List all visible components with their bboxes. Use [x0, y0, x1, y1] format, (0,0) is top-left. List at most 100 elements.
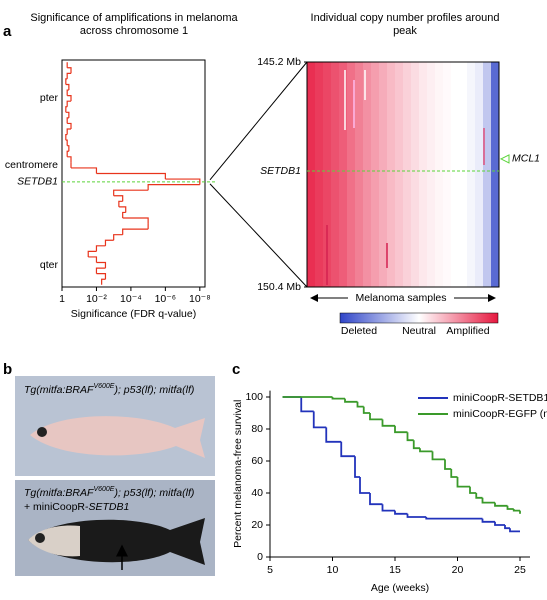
fish-eye — [35, 533, 45, 543]
survival-step — [394, 425, 408, 434]
heatmap-column — [355, 62, 364, 287]
profile-step — [104, 239, 114, 246]
survival-step — [504, 525, 510, 530]
heatmap-column — [387, 62, 396, 287]
panel-label: c — [232, 361, 240, 378]
caption-segment: V600E — [93, 486, 114, 493]
profile-step — [66, 100, 72, 107]
profile-step — [122, 211, 126, 219]
profile-step — [67, 67, 72, 74]
x-tick-label: 10⁻⁴ — [120, 293, 142, 305]
plot-frame — [61, 59, 206, 288]
profile-step — [122, 217, 149, 224]
legend-label: miniCoopR-SETDB1 (n=70) — [453, 392, 547, 404]
panel-label: a — [3, 23, 12, 40]
heatmap-column — [459, 62, 468, 287]
profile-step — [95, 267, 106, 274]
panel-a-left-title: Significance of amplifications in melano… — [30, 12, 238, 37]
survival-step — [369, 493, 383, 506]
profile-step — [66, 89, 69, 96]
caption-segment: V600E — [93, 383, 114, 390]
survival-step — [406, 432, 414, 442]
y-category-label: SETDB1 — [17, 176, 58, 188]
profile-step — [67, 122, 72, 129]
fish-pale — [30, 416, 205, 458]
survival-step — [359, 477, 370, 494]
survival-step — [450, 469, 458, 478]
y-tick-label: 60 — [251, 455, 263, 467]
survival-step — [381, 419, 395, 427]
x-tick-label: 20 — [452, 564, 464, 576]
survival-step — [425, 517, 483, 520]
profile-step — [65, 133, 68, 141]
profile-step — [67, 95, 72, 102]
caption-segment: Tg(mitfa:BRAF — [24, 487, 94, 499]
heatmap-column — [371, 62, 380, 287]
survival-step — [331, 397, 345, 400]
x-tick-label: 10⁻⁶ — [155, 293, 177, 305]
heatmap-column — [443, 62, 452, 287]
survival-step — [419, 448, 433, 453]
colorbar-label: Amplified — [446, 325, 489, 337]
heatmap-frame — [306, 61, 500, 288]
survival-step — [506, 505, 514, 510]
survival-step — [300, 397, 314, 413]
y-tick-label: 0 — [257, 551, 263, 563]
survival-step — [406, 513, 427, 518]
profile-step — [88, 256, 98, 263]
profile-step — [66, 72, 72, 79]
colorbar-label: Neutral — [402, 325, 436, 337]
profile-step — [66, 128, 72, 135]
heatmap-column — [331, 62, 340, 287]
profile-step — [67, 145, 70, 152]
x-tick-label: 5 — [267, 564, 273, 576]
fish-eye — [37, 427, 47, 437]
heatmap-column — [419, 62, 428, 287]
survival-step — [469, 486, 477, 494]
y-category-label: qter — [40, 259, 59, 271]
y-category-label: pter — [40, 92, 59, 104]
heatmap-column — [435, 62, 444, 287]
photo-caption: Tg(mitfa:BRAFV600E); p53(lf); mitfa(lf) — [24, 383, 194, 396]
profile-step — [118, 206, 127, 213]
survival-step — [344, 398, 358, 403]
panel-label: b — [3, 361, 12, 378]
survival-step — [362, 406, 370, 414]
survival-step — [354, 456, 360, 478]
survival-step — [494, 502, 508, 507]
profile-step — [113, 189, 149, 196]
survival-step — [412, 440, 420, 450]
y-tick-label: 40 — [251, 487, 263, 499]
colorbar — [339, 312, 499, 324]
heatmap-column — [467, 62, 476, 287]
survival-step — [431, 451, 445, 461]
profile-step — [65, 83, 70, 91]
survival-step — [475, 493, 483, 499]
survival-step — [481, 518, 495, 523]
survival-step — [369, 413, 383, 421]
y-category-label: centromere — [5, 159, 58, 171]
survival-step — [312, 411, 327, 429]
profile-step — [65, 139, 68, 146]
survival-step — [456, 477, 470, 488]
profile-step — [122, 228, 149, 235]
profile-step — [65, 78, 68, 85]
survival-step — [325, 427, 342, 443]
y-tick-label: 100 — [245, 391, 263, 403]
y-axis-label: Percent melanoma-free survival — [232, 400, 244, 548]
heatmap-column — [323, 62, 332, 287]
caption-segment: Tg(mitfa:BRAF — [24, 384, 94, 396]
heatmap-column — [347, 62, 356, 287]
survival-step — [494, 521, 505, 526]
caption-segment: ); p53(lf); mitfa(lf) — [112, 487, 194, 499]
y-tick-label: 80 — [251, 423, 263, 435]
survival-step — [512, 509, 520, 512]
x-axis-label: Melanoma samples — [355, 292, 446, 304]
heatmap-column — [427, 62, 436, 287]
panel-a-right-title: Individual copy number profiles around p… — [310, 12, 500, 37]
heatmap-column — [475, 62, 484, 287]
zoom-line — [209, 183, 308, 288]
photo-caption: Tg(mitfa:BRAFV600E); p53(lf); mitfa(lf) — [24, 486, 194, 499]
caption-segment: + miniCoopR- — [24, 501, 89, 513]
survival-step — [481, 497, 495, 504]
